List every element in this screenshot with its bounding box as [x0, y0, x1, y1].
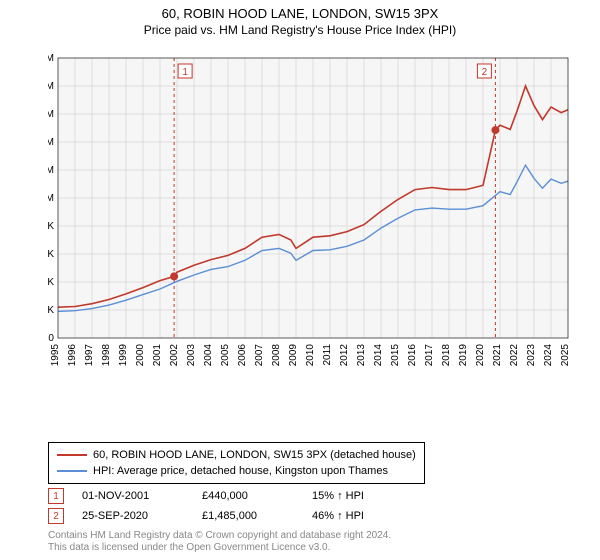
- svg-text:2005: 2005: [220, 344, 231, 367]
- line-chart: £0 £200K £400K £600K £800K £1M £1.2M £1.4M £1.6M…: [48, 48, 578, 368]
- transaction-date: 01-NOV-2001: [82, 490, 202, 502]
- footer-attribution: Contains HM Land Registry data © Crown c…: [48, 530, 391, 554]
- svg-text:1: 1: [182, 67, 188, 78]
- svg-text:£600K: £600K: [48, 249, 54, 260]
- svg-text:2023: 2023: [526, 344, 537, 367]
- figure: 60, ROBIN HOOD LANE, LONDON, SW15 3PX Pr…: [0, 0, 600, 560]
- svg-text:£1.6M: £1.6M: [48, 109, 54, 120]
- transaction-price: £440,000: [202, 490, 312, 502]
- transaction-marker-box: 2: [48, 508, 64, 524]
- svg-text:1997: 1997: [84, 344, 95, 367]
- svg-text:2014: 2014: [373, 344, 384, 367]
- svg-text:2002: 2002: [169, 344, 180, 367]
- svg-text:2010: 2010: [305, 344, 316, 367]
- legend-label: HPI: Average price, detached house, King…: [93, 465, 388, 477]
- svg-text:2019: 2019: [458, 344, 469, 367]
- svg-text:2018: 2018: [441, 344, 452, 367]
- svg-text:1999: 1999: [118, 344, 129, 367]
- svg-text:2022: 2022: [509, 344, 520, 367]
- svg-text:2006: 2006: [237, 344, 248, 367]
- legend-swatch: [57, 454, 87, 456]
- transaction-row: 2 25-SEP-2020£1,485,00046% ↑ HPI: [48, 506, 402, 526]
- legend: 60, ROBIN HOOD LANE, LONDON, SW15 3PX (d…: [48, 442, 425, 484]
- transaction-date: 25-SEP-2020: [82, 510, 202, 522]
- svg-text:£200K: £200K: [48, 305, 54, 316]
- footer-line2: This data is licensed under the Open Gov…: [48, 542, 391, 554]
- svg-text:2: 2: [482, 67, 488, 78]
- svg-text:£1.2M: £1.2M: [48, 165, 54, 176]
- svg-text:1995: 1995: [50, 344, 61, 367]
- legend-label: 60, ROBIN HOOD LANE, LONDON, SW15 3PX (d…: [93, 449, 416, 461]
- svg-text:2020: 2020: [475, 344, 486, 367]
- svg-text:£1.4M: £1.4M: [48, 137, 54, 148]
- svg-text:2021: 2021: [492, 344, 503, 367]
- svg-text:1998: 1998: [101, 344, 112, 367]
- legend-swatch: [57, 470, 87, 472]
- footer-line1: Contains HM Land Registry data © Crown c…: [48, 530, 391, 542]
- title-subtitle: Price paid vs. HM Land Registry's House …: [0, 23, 600, 37]
- svg-text:2017: 2017: [424, 344, 435, 367]
- svg-text:£2M: £2M: [48, 53, 54, 64]
- transaction-pct: 46% ↑ HPI: [312, 510, 402, 522]
- legend-row: HPI: Average price, detached house, King…: [57, 463, 416, 479]
- transaction-price: £1,485,000: [202, 510, 312, 522]
- svg-text:2025: 2025: [560, 344, 571, 367]
- legend-row: 60, ROBIN HOOD LANE, LONDON, SW15 3PX (d…: [57, 447, 416, 463]
- svg-text:2001: 2001: [152, 344, 163, 367]
- svg-text:2009: 2009: [288, 344, 299, 367]
- svg-text:£800K: £800K: [48, 221, 54, 232]
- title-address: 60, ROBIN HOOD LANE, LONDON, SW15 3PX: [0, 6, 600, 21]
- svg-text:2008: 2008: [271, 344, 282, 367]
- svg-text:2015: 2015: [390, 344, 401, 367]
- svg-text:1996: 1996: [67, 344, 78, 367]
- svg-text:2007: 2007: [254, 344, 265, 367]
- svg-text:2000: 2000: [135, 344, 146, 367]
- svg-text:2004: 2004: [203, 344, 214, 367]
- svg-text:2012: 2012: [339, 344, 350, 367]
- svg-text:£1M: £1M: [48, 193, 54, 204]
- svg-text:£400K: £400K: [48, 277, 54, 288]
- svg-text:2011: 2011: [322, 344, 333, 366]
- title-block: 60, ROBIN HOOD LANE, LONDON, SW15 3PX Pr…: [0, 0, 600, 37]
- svg-text:2016: 2016: [407, 344, 418, 367]
- svg-text:£1.8M: £1.8M: [48, 81, 54, 92]
- transaction-marker-box: 1: [48, 488, 64, 504]
- svg-text:2013: 2013: [356, 344, 367, 367]
- chart-area: £0 £200K £400K £600K £800K £1M £1.2M £1.4M £1.6M…: [48, 48, 578, 368]
- svg-text:2024: 2024: [543, 344, 554, 367]
- svg-text:2003: 2003: [186, 344, 197, 367]
- transactions-table: 1 01-NOV-2001£440,00015% ↑ HPI 2 25-SEP-202…: [48, 486, 402, 526]
- transaction-row: 1 01-NOV-2001£440,00015% ↑ HPI: [48, 486, 402, 506]
- svg-text:£0: £0: [48, 333, 54, 344]
- transaction-pct: 15% ↑ HPI: [312, 490, 402, 502]
